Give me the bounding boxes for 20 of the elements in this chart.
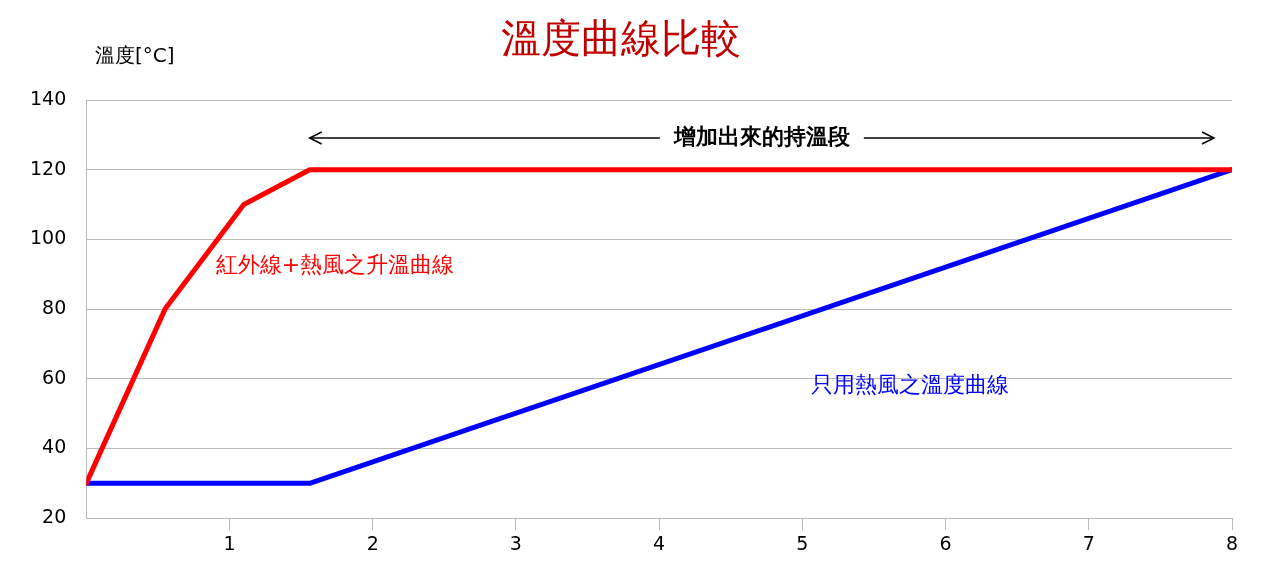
y-tick-label: 120 bbox=[30, 156, 67, 179]
series-label: 紅外線+熱風之升溫曲線 bbox=[215, 252, 455, 278]
y-tick-label: 60 bbox=[42, 365, 67, 388]
chart-title: 溫度曲線比較 bbox=[501, 15, 741, 62]
y-axis-title: 溫度[°C] bbox=[95, 43, 175, 67]
y-tick-label: 20 bbox=[42, 505, 67, 528]
y-tick-label: 40 bbox=[42, 435, 67, 458]
x-tick-label: 6 bbox=[939, 531, 952, 554]
x-tick-label: 4 bbox=[653, 531, 666, 554]
y-tick-label: 80 bbox=[42, 296, 67, 319]
x-tick-label: 3 bbox=[509, 531, 522, 554]
x-tick-label: 8 bbox=[1225, 531, 1239, 554]
x-tick-label: 7 bbox=[1082, 531, 1095, 554]
text: 只用熱風之溫度曲線 bbox=[810, 372, 1009, 398]
x-tick-label: 2 bbox=[366, 531, 379, 554]
x-tick-label: 1 bbox=[223, 531, 236, 554]
y-tick-label: 100 bbox=[30, 226, 67, 249]
x-tick-label: 5 bbox=[796, 531, 809, 554]
annotation: 增加出來的持溫段 bbox=[672, 123, 851, 149]
y-tick-label: 140 bbox=[30, 86, 67, 109]
